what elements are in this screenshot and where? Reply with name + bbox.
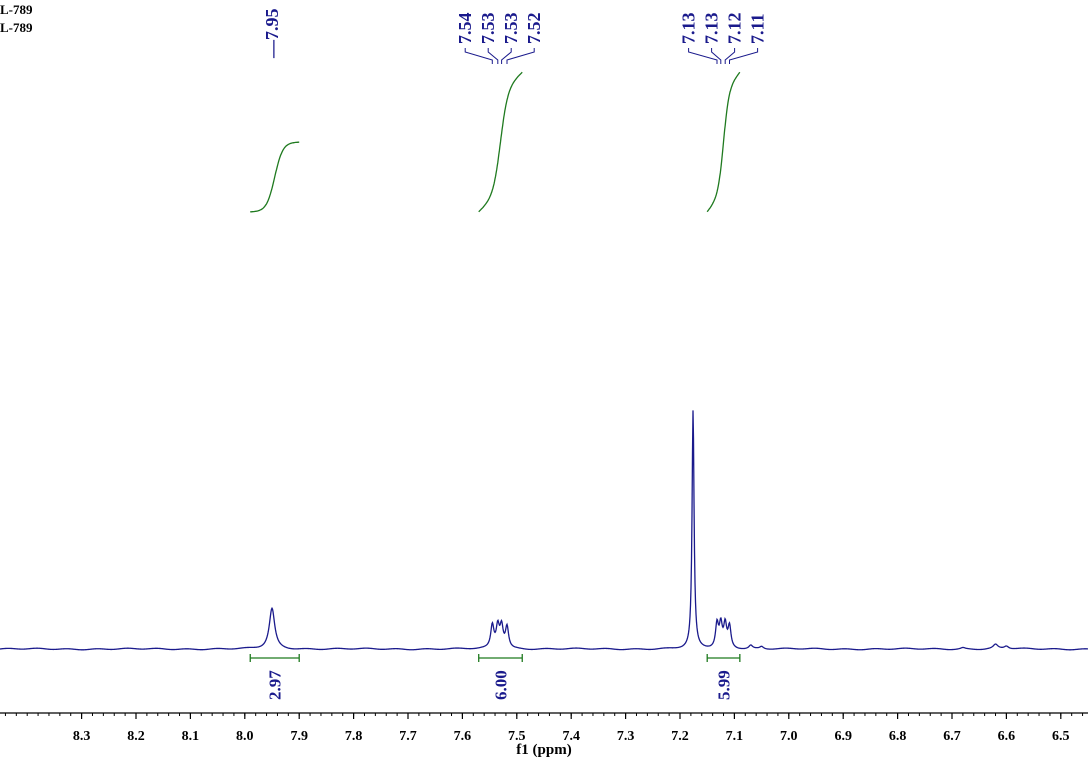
peak-labels: —7.95 7.54 7.53 7.53 7.52 7.13 7.13 7.12 7.11 [262, 9, 768, 64]
peak-label-connector [501, 48, 512, 64]
integral-value: 6.00 [492, 670, 511, 700]
spectrum-trace [0, 410, 1088, 651]
peak-label: 7.13 [702, 13, 722, 45]
peak-label: 7.53 [501, 13, 521, 45]
x-tick-label: 6.9 [834, 729, 852, 744]
x-tick-label: 7.9 [290, 729, 308, 744]
peak-label-connector [464, 48, 493, 64]
x-tick-label: 8.0 [236, 729, 254, 744]
x-tick-label: 7.8 [345, 729, 363, 744]
peak-label: 7.53 [478, 13, 498, 45]
integral-value: 2.97 [266, 670, 285, 700]
peak-label-connector [711, 48, 722, 64]
x-tick-label: 8.2 [127, 729, 145, 744]
x-tick-label: 7.5 [508, 729, 526, 744]
integral-bars: 2.97 6.00 5.99 [249, 654, 741, 700]
peak-label-connector [724, 48, 736, 64]
x-axis-label: f1 (ppm) [516, 742, 571, 758]
integral-curves [250, 71, 741, 213]
spectrum-trace-group [0, 410, 1088, 651]
integral-curve [706, 71, 741, 213]
peak-label: —7.95 [262, 9, 282, 60]
x-tick-label: 6.6 [998, 729, 1016, 744]
peak-label: 7.13 [679, 13, 699, 45]
x-tick-label: 7.6 [454, 729, 472, 744]
x-axis: 8.3 8.2 8.1 8.0 7.9 7.8 7.7 7.6 7.5 7.4 7.3 7.2 7.1 7… [0, 712, 1088, 744]
x-tick-label: 7.0 [780, 729, 798, 744]
peak-label-connector [487, 48, 499, 64]
sample-name-line-2: L-789 [0, 20, 33, 35]
integral-value: 5.99 [715, 670, 734, 700]
x-tick-label: 7.4 [562, 729, 580, 744]
x-tick-label: 6.5 [1052, 729, 1070, 744]
x-tick-label: 7.3 [617, 729, 635, 744]
peak-label-connector [729, 48, 759, 64]
x-tick-label: 7.1 [726, 729, 744, 744]
peak-label-connector [506, 48, 535, 64]
integral-curve [250, 141, 300, 213]
x-tick-label: 6.7 [943, 729, 961, 744]
x-tick-label: 8.1 [182, 729, 200, 744]
peak-label: 7.52 [524, 13, 544, 45]
integral-curve [478, 71, 523, 213]
peak-label-connector [688, 48, 718, 64]
sample-name-line-1: L-789 [0, 2, 33, 17]
x-tick-label: 7.7 [399, 729, 417, 744]
x-tick-label: 6.8 [889, 729, 907, 744]
x-tick-label: 8.3 [73, 729, 91, 744]
x-tick-label: 7.2 [671, 729, 689, 744]
peak-label: 7.54 [455, 13, 475, 45]
peak-label: 7.12 [725, 13, 745, 45]
peak-label: 7.11 [748, 13, 768, 44]
